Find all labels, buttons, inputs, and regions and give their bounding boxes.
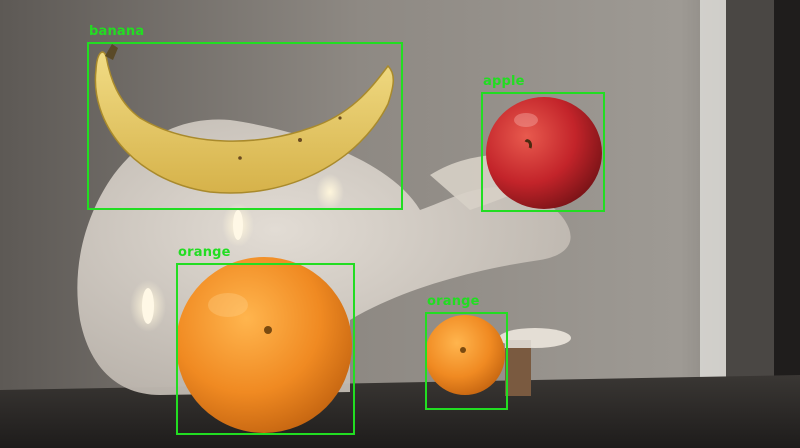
- apple-detection-box: apple: [481, 74, 605, 212]
- orange-detection-label-small: orange: [427, 294, 480, 309]
- orange-detection-label-large: orange: [178, 245, 231, 260]
- banana-detection-box: banana: [87, 24, 403, 210]
- orange-detection-box-large: orange: [176, 245, 355, 435]
- banana-detection-label: banana: [89, 24, 145, 39]
- apple-detection-label: apple: [483, 74, 525, 89]
- orange-detection-box-small: orange: [425, 294, 508, 410]
